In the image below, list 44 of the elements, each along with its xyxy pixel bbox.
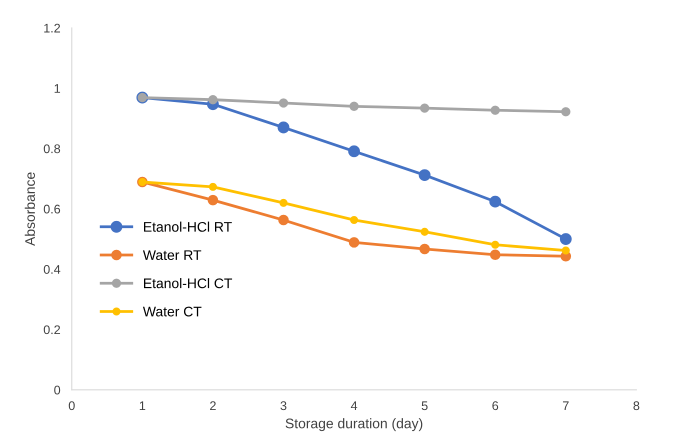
point — [490, 249, 501, 260]
point — [350, 216, 358, 224]
x-tick-label: 4 — [350, 401, 358, 410]
y-tick-label: 0.6 — [44, 204, 60, 214]
x-tick-label: 8 — [633, 401, 640, 410]
point — [491, 240, 500, 249]
x-tick-label: 1 — [140, 401, 146, 410]
point — [348, 145, 360, 158]
point — [562, 246, 570, 255]
legend-label: Etanol-HCl CT — [144, 278, 232, 288]
x-tick-label: 2 — [210, 401, 216, 410]
x-tick-label: 0 — [68, 401, 75, 410]
y-tick-label: 0.2 — [44, 325, 60, 334]
point — [208, 194, 218, 206]
point — [348, 237, 360, 248]
y-tick-label: 0 — [54, 386, 60, 394]
legend-label: Etanol-HCl RT — [144, 222, 232, 232]
point — [419, 244, 430, 254]
point — [278, 98, 288, 108]
point — [420, 228, 429, 236]
x-tick-label: 6 — [492, 401, 498, 410]
point — [208, 95, 218, 104]
point — [278, 214, 289, 226]
legend-label: Water CT — [142, 306, 202, 316]
point — [278, 122, 290, 134]
y-tick-label: 1.2 — [44, 24, 60, 32]
x-tick-label: 3 — [280, 401, 286, 410]
point — [490, 106, 500, 115]
x-tick-label: 7 — [562, 401, 569, 410]
x-axis-title: Storage duration (day) — [286, 418, 422, 432]
legend-label: Water RT — [142, 250, 202, 260]
point — [418, 169, 431, 181]
point — [208, 182, 217, 191]
y-axis-title: Absorbance — [24, 172, 35, 246]
x-tick-label: 5 — [422, 401, 428, 410]
point — [560, 233, 572, 245]
point — [349, 102, 359, 111]
point — [561, 107, 570, 116]
y-tick-label: 0.8 — [44, 144, 60, 154]
point — [489, 196, 502, 208]
point — [420, 103, 430, 113]
y-tick-label: 0.4 — [44, 264, 60, 274]
point — [279, 198, 288, 207]
y-tick-label: 1 — [54, 84, 60, 93]
